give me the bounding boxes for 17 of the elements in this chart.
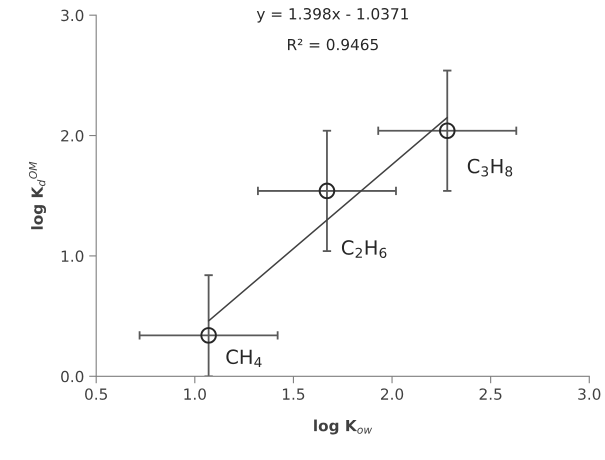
y-tick-label: 1.0 bbox=[62, 250, 84, 262]
annotation: y = 1.398x - 1.0371 bbox=[256, 8, 408, 23]
annotation: C$_{2}$H$_{6}$ bbox=[342, 240, 386, 258]
annotation: C$_{3}$H$_{8}$ bbox=[468, 158, 512, 177]
y-axis-title: log K$_{d}$$^{OM}$ bbox=[28, 162, 46, 230]
x-tick-label: 1.0 bbox=[184, 388, 206, 400]
annotation: CH$_{4}$ bbox=[226, 349, 262, 368]
x-tick-label: 2.5 bbox=[480, 388, 502, 400]
y-tick-label: 3.0 bbox=[61, 10, 84, 22]
y-tick-label: 0.0 bbox=[61, 370, 84, 382]
y-tick-label: 2.0 bbox=[61, 130, 84, 142]
x-tick-label: 1.5 bbox=[282, 388, 304, 400]
x-tick-label: 3.0 bbox=[578, 388, 600, 400]
x-tick-label: 0.5 bbox=[85, 388, 108, 400]
x-axis-title: log K$_{ow}$ bbox=[314, 420, 372, 434]
x-tick-label: 2.0 bbox=[381, 388, 404, 400]
annotation: R² = 0.9465 bbox=[288, 38, 378, 50]
